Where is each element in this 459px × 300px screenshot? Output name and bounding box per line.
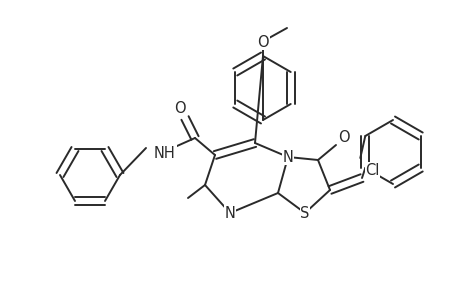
Text: NH: NH: [154, 146, 175, 160]
Text: N: N: [282, 149, 293, 164]
Text: N: N: [224, 206, 235, 220]
Text: O: O: [257, 34, 268, 50]
Text: O: O: [174, 100, 185, 116]
Text: Cl: Cl: [364, 163, 379, 178]
Text: S: S: [300, 206, 309, 220]
Text: O: O: [337, 130, 349, 145]
